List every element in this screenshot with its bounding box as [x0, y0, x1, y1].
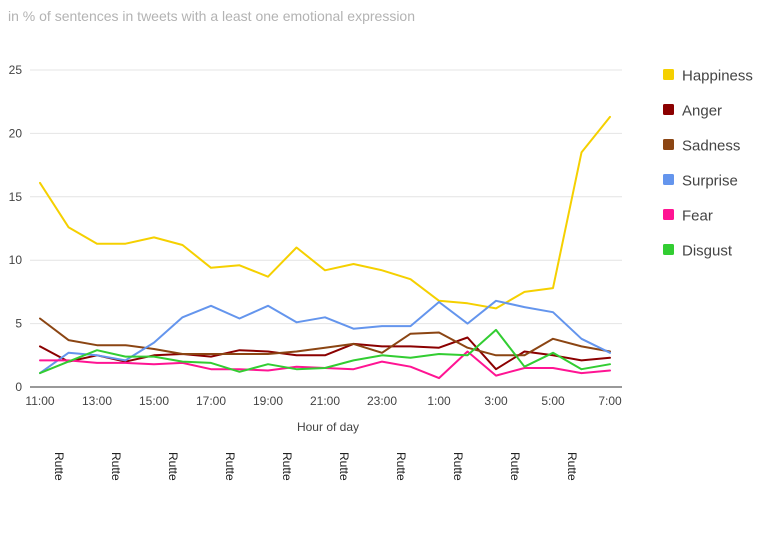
legend: Happiness Anger Sadness Surprise Fear Disgust	[663, 68, 753, 260]
x-tick-label: 3:00	[484, 394, 508, 408]
series-line-anger	[39, 336, 611, 371]
legend-label-happiness: Happiness	[682, 68, 753, 85]
y-tick-label: 0	[15, 380, 22, 394]
annotation-label: Rutte	[109, 452, 123, 481]
y-tick-label: 25	[9, 63, 23, 77]
x-tick-label: 13:00	[82, 394, 112, 408]
legend-swatch-sadness	[663, 139, 674, 150]
annotation-label: Rutte	[565, 452, 579, 481]
legend-swatch-surprise	[663, 174, 674, 185]
y-tick-label: 5	[15, 317, 22, 331]
annotation-label: Rutte	[508, 452, 522, 481]
x-tick-label: 11:00	[25, 394, 54, 408]
x-tick-label: 7:00	[598, 394, 622, 408]
annotation-label: Rutte	[280, 452, 294, 481]
y-tick-label: 10	[9, 253, 23, 267]
x-tick-label: 5:00	[541, 394, 565, 408]
y-tick-label: 20	[9, 126, 23, 140]
annotation-label: Rutte	[451, 452, 465, 481]
x-tick-label: 1:00	[427, 394, 451, 408]
x-tick-label: 19:00	[253, 394, 283, 408]
x-tick-labels: 11:00 13:00 15:00 17:00 19:00 21:00 23:00 1:00 3…	[25, 394, 622, 408]
legend-label-sadness: Sadness	[682, 138, 740, 155]
legend-label-disgust: Disgust	[682, 243, 733, 260]
legend-label-surprise: Surprise	[682, 173, 738, 190]
x-tick-label: 17:00	[196, 394, 226, 408]
annotation-label: Rutte	[223, 452, 237, 481]
annotation-label: Rutte	[52, 452, 66, 481]
annotation-label: Rutte	[394, 452, 408, 481]
x-tick-label: 21:00	[310, 394, 340, 408]
series-line-happiness	[39, 115, 611, 310]
y-tick-labels: 0 5 10 15 20 25	[9, 63, 23, 394]
grid-layer	[30, 69, 622, 325]
legend-swatch-fear	[663, 209, 674, 220]
series-line-surprise	[39, 299, 611, 375]
annotation-label: Rutte	[337, 452, 351, 481]
legend-label-anger: Anger	[682, 103, 722, 120]
legend-swatch-happiness	[663, 69, 674, 80]
legend-swatch-anger	[663, 104, 674, 115]
annotation-label: Rutte	[166, 452, 180, 481]
x-axis-title: Hour of day	[297, 420, 359, 434]
x-tick-label: 15:00	[139, 394, 169, 408]
legend-label-fear: Fear	[682, 208, 713, 225]
x-tick-label: 23:00	[367, 394, 397, 408]
series-layer	[39, 115, 611, 380]
y-tick-label: 15	[9, 190, 23, 204]
legend-swatch-disgust	[663, 244, 674, 255]
chart-subtitle: in % of sentences in tweets with a least…	[8, 8, 415, 24]
series-line-disgust	[39, 328, 611, 375]
annotation-layer: Rutte Rutte Rutte Rutte Rutte Rutte Rutte Rutte…	[52, 452, 579, 481]
